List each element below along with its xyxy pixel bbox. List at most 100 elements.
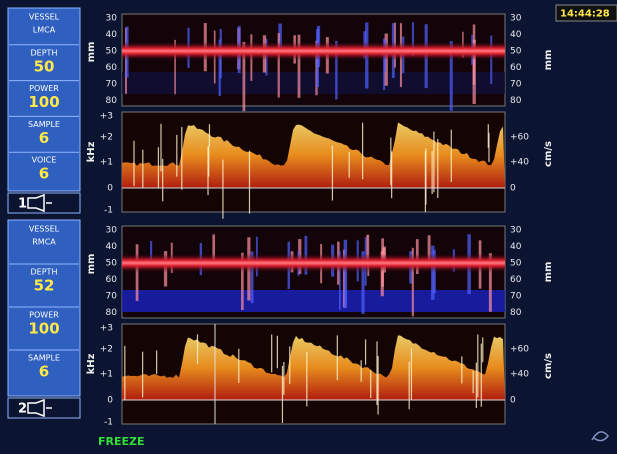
spectral-artifact <box>133 141 134 186</box>
spectral-artifact <box>473 371 474 393</box>
spectral-artifact <box>362 123 363 180</box>
spectral-artifact <box>197 334 198 364</box>
param-value: 50 <box>34 57 55 75</box>
status[interactable]: FREEZE <box>98 435 145 448</box>
param-value: RMCA <box>32 238 56 247</box>
depth-tick: 40 <box>106 30 118 40</box>
spectral-artifact <box>162 159 163 202</box>
spectral-artifact <box>390 138 391 186</box>
freq-unit: kHz <box>86 141 97 162</box>
depth-unit: mm <box>86 254 97 275</box>
spectral-artifact <box>142 150 143 188</box>
depth-unit: mm <box>86 42 97 63</box>
spectral-artifact <box>142 352 143 398</box>
depth-tick: 70 <box>510 80 522 90</box>
spectral-artifact <box>437 139 438 198</box>
depth-tick: 80 <box>510 308 522 318</box>
spectral-artifact <box>377 356 378 415</box>
freq-tick: +3 <box>100 112 113 122</box>
freq-tick: +1 <box>100 158 113 168</box>
param-value: 6 <box>39 165 49 183</box>
freq-tick: 0 <box>107 184 113 194</box>
depth-tick: 50 <box>106 47 118 57</box>
depth-tick: 70 <box>106 80 118 90</box>
freq-tick: 0 <box>107 396 113 406</box>
freq-tick: +3 <box>100 324 113 334</box>
spectral-artifact <box>160 124 161 172</box>
param-value: LMCA <box>33 26 56 35</box>
spectral-artifact <box>306 352 307 407</box>
spectral-artifact <box>433 132 434 193</box>
spectral-artifact <box>370 370 371 398</box>
spectral-artifact <box>124 346 125 400</box>
velocity-tick: 0 <box>510 184 516 194</box>
mmode-vessel <box>122 42 505 60</box>
spectral-artifact <box>282 366 283 423</box>
depth-tick: 60 <box>106 63 118 73</box>
spectral-artifact <box>209 124 210 146</box>
mmode-vessel <box>122 254 505 272</box>
param-label: VESSEL <box>29 225 60 234</box>
param-label: DEPTH <box>31 48 58 57</box>
depth-tick: 40 <box>106 242 118 252</box>
depth-tick: 40 <box>510 242 522 252</box>
mmode-streak <box>431 246 434 300</box>
spectral-artifact <box>289 346 290 384</box>
spectral-artifact <box>482 337 483 362</box>
freq-tick: +2 <box>100 345 113 355</box>
depth-tick: 80 <box>106 96 118 106</box>
spectral-artifact <box>361 360 362 381</box>
param-label: POWER <box>29 84 59 93</box>
depth-tick: 60 <box>510 63 522 73</box>
channel-number: 2 <box>18 402 27 417</box>
depth-tick: 30 <box>510 226 522 236</box>
spectral-artifact <box>365 339 366 364</box>
mmode-streak <box>344 240 347 308</box>
velocity-unit: cm/s <box>543 141 554 167</box>
velocity-unit: cm/s <box>543 353 554 379</box>
spectral-artifact <box>476 363 477 409</box>
velocity-tick: +40 <box>510 370 529 380</box>
spectral-artifact <box>488 133 489 162</box>
spectral-artifact <box>337 335 338 380</box>
freq-tick: -1 <box>104 206 113 216</box>
freq-unit: kHz <box>86 353 97 374</box>
depth-unit: mm <box>543 262 554 283</box>
param-value: 100 <box>28 320 59 338</box>
depth-tick: 70 <box>106 292 118 302</box>
spectral-artifact <box>156 350 157 374</box>
depth-tick: 60 <box>510 275 522 285</box>
spectral-artifact <box>481 344 482 407</box>
depth-tick: 80 <box>510 96 522 106</box>
depth-tick: 60 <box>106 275 118 285</box>
depth-tick: 50 <box>106 259 118 269</box>
spectral-artifact <box>249 151 250 214</box>
clock: 14:44:28 <box>560 9 610 20</box>
spectral-artifact <box>349 152 350 178</box>
spectral-artifact <box>409 362 410 410</box>
spectral-artifact <box>277 336 278 368</box>
param-value: 6 <box>39 129 49 147</box>
depth-tick: 30 <box>106 14 118 24</box>
spectral-artifact <box>158 147 159 188</box>
spectral-artifact <box>411 349 412 400</box>
depth-tick: 30 <box>510 14 522 24</box>
mmode-streak <box>136 244 139 301</box>
param-value: 6 <box>39 363 49 381</box>
depth-tick: 70 <box>510 292 522 302</box>
depth-tick: 30 <box>106 226 118 236</box>
mmode-lower <box>122 72 505 94</box>
freq-tick: +1 <box>100 370 113 380</box>
mmode-lower <box>122 290 505 312</box>
channel-number: 1 <box>18 197 27 212</box>
spectral-artifact <box>238 349 239 383</box>
depth-unit: mm <box>543 50 554 71</box>
spectral-artifact <box>425 151 426 212</box>
freq-tick: -1 <box>104 418 113 428</box>
param-value: 52 <box>34 277 55 295</box>
velocity-tick: +40 <box>510 158 529 168</box>
spectral-artifact <box>332 146 333 201</box>
freq-tick: +2 <box>100 133 113 143</box>
depth-tick: 50 <box>510 259 522 269</box>
spectral-artifact <box>283 362 284 395</box>
